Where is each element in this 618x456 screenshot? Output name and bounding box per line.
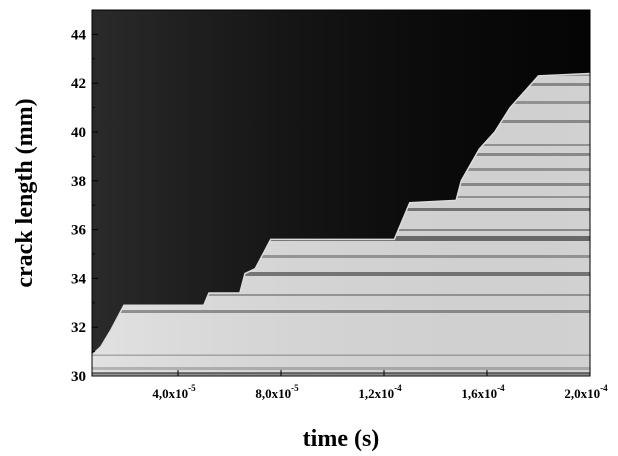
y-tick-label: 40 [71,125,86,141]
y-tick-label: 44 [71,27,87,43]
streak [92,354,590,356]
x-axis-title: time (s) [303,426,380,452]
x-tick-exponent: -4 [497,383,505,393]
x-tick-label: 2,0x10-4 [564,383,608,401]
x-tick-label: 1,6x10-4 [461,383,505,401]
x-tick-exponent: -5 [188,383,196,393]
x-tick-exponent: -4 [394,383,402,393]
plot-frame [91,9,591,377]
plot-area [92,10,590,376]
streak [92,372,590,374]
y-tick-label: 38 [71,174,86,190]
y-tick-label: 42 [71,76,86,92]
x-tick-exponent: -4 [600,383,608,393]
y-tick-label: 32 [71,320,86,336]
x-tick-mantissa: 1,6x10 [461,386,497,401]
streak [92,294,590,296]
y-tick-label: 36 [71,223,87,239]
streak [92,367,590,370]
x-tick-label: 4,0x10-5 [152,383,196,401]
streak [92,372,590,376]
x-tick-exponent: -5 [291,383,299,393]
y-tick-label: 34 [71,271,87,287]
x-tick-label: 1,2x10-4 [358,383,402,401]
y-tick-label: 30 [71,369,86,385]
y-axis-title: crack length (mm) [12,98,38,287]
streak [92,310,590,313]
x-tick-mantissa: 1,2x10 [358,386,394,401]
streak [92,255,590,258]
x-tick-mantissa: 8,0x10 [255,386,291,401]
bright-shading [92,10,590,376]
streak [92,272,590,276]
x-tick-label: 8,0x10-5 [255,383,299,401]
x-tick-mantissa: 2,0x10 [564,386,600,401]
crack-front [92,72,590,355]
x-tick-mantissa: 4,0x10 [152,386,188,401]
